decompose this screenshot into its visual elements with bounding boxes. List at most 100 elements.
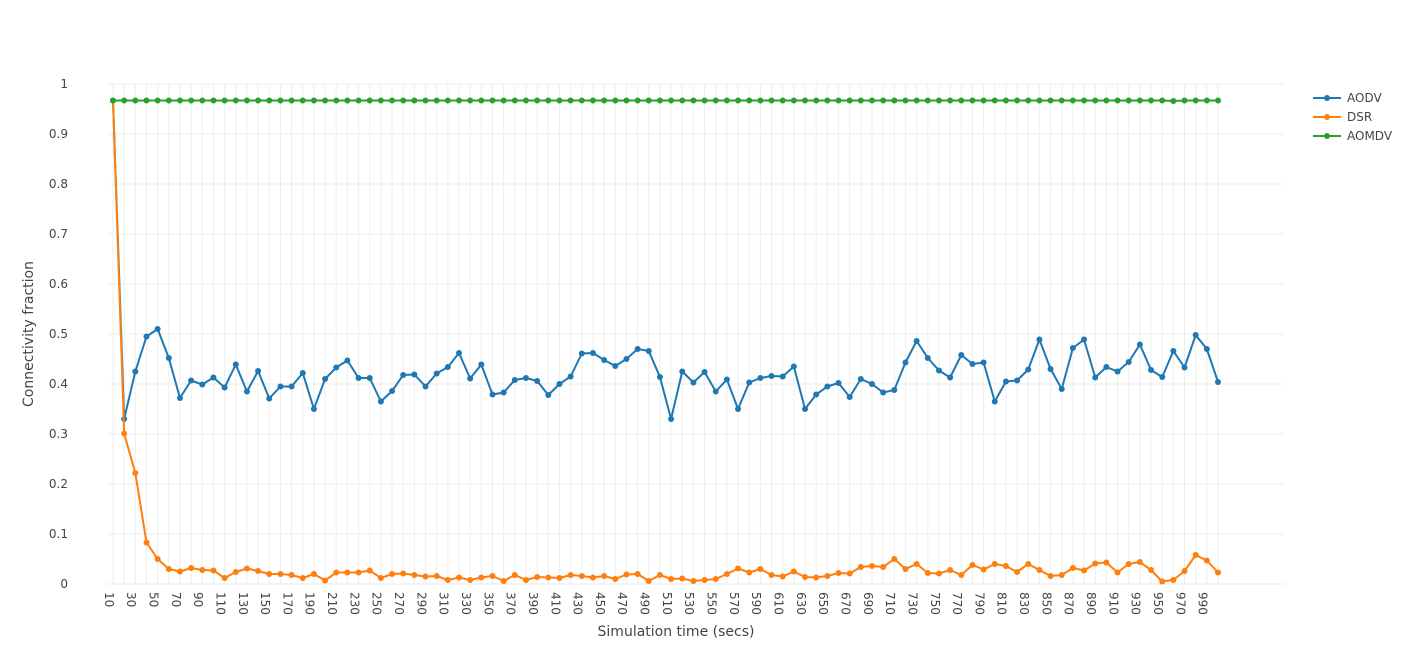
data-point-aomdv xyxy=(199,97,206,104)
data-point-dsr xyxy=(1114,569,1121,576)
legend-item-aomdv[interactable]: AOMDV xyxy=(1313,129,1393,143)
data-point-aodv xyxy=(578,350,585,357)
data-point-aodv xyxy=(589,350,596,356)
x-tick-label: 570 xyxy=(727,592,741,615)
data-point-dsr xyxy=(567,572,574,578)
data-point-aodv xyxy=(255,368,262,374)
y-tick-label: 0.8 xyxy=(49,177,68,191)
data-point-dsr xyxy=(768,572,775,578)
data-point-aodv xyxy=(947,374,954,381)
data-point-dsr xyxy=(980,566,987,573)
data-point-dsr xyxy=(735,565,742,572)
data-point-dsr xyxy=(1025,561,1032,567)
legend-label: DSR xyxy=(1347,110,1372,124)
data-point-aodv xyxy=(221,384,228,391)
data-point-aodv xyxy=(701,369,708,375)
data-point-aomdv xyxy=(310,97,317,104)
data-point-aomdv xyxy=(1014,97,1021,104)
x-tick-label: 370 xyxy=(504,592,518,615)
data-point-aomdv xyxy=(623,97,630,104)
data-point-dsr xyxy=(1014,569,1021,575)
data-point-aodv xyxy=(1192,332,1199,338)
data-point-aodv xyxy=(656,374,663,380)
data-point-dsr xyxy=(1170,577,1177,583)
data-point-aomdv xyxy=(1002,97,1009,104)
data-point-aodv xyxy=(1215,379,1221,385)
x-tick-label: 490 xyxy=(638,592,652,615)
data-point-dsr xyxy=(1136,559,1143,565)
legend-item-dsr[interactable]: DSR xyxy=(1313,110,1372,124)
data-point-aomdv xyxy=(723,97,730,104)
data-point-aodv xyxy=(668,416,675,422)
data-point-aomdv xyxy=(902,97,909,104)
data-point-aomdv xyxy=(1215,97,1221,104)
data-point-aodv xyxy=(813,391,820,398)
data-point-dsr xyxy=(266,571,273,577)
data-point-aomdv xyxy=(456,97,463,104)
data-point-aodv xyxy=(310,406,317,412)
data-point-aodv xyxy=(935,367,942,374)
data-point-aodv xyxy=(712,388,719,395)
data-point-aomdv xyxy=(366,97,373,104)
y-tick-label: 0.7 xyxy=(49,227,68,241)
data-point-aomdv xyxy=(802,97,809,104)
y-tick-label: 0.6 xyxy=(49,277,68,291)
data-point-dsr xyxy=(1181,568,1188,574)
data-point-aomdv xyxy=(868,97,875,104)
x-tick-label: 870 xyxy=(1062,592,1076,615)
data-point-dsr xyxy=(1125,561,1132,567)
x-tick-label: 770 xyxy=(950,592,964,615)
data-point-dsr xyxy=(310,571,317,577)
data-point-aomdv xyxy=(891,97,898,104)
data-point-dsr xyxy=(701,577,708,583)
data-point-aodv xyxy=(1114,368,1121,375)
data-point-aodv xyxy=(366,375,373,381)
data-point-aomdv xyxy=(1025,97,1032,104)
x-tick-label: 130 xyxy=(236,592,250,615)
data-point-aomdv xyxy=(1170,98,1177,104)
data-point-aodv xyxy=(891,387,898,393)
series-aodv xyxy=(110,97,1221,422)
x-tick-label: 430 xyxy=(571,592,585,615)
data-point-aodv xyxy=(132,368,139,375)
data-point-dsr xyxy=(1159,578,1166,585)
data-point-aodv xyxy=(489,391,496,398)
data-point-dsr xyxy=(422,573,429,580)
y-tick-label: 0.9 xyxy=(49,127,68,141)
x-tick-label: 330 xyxy=(459,592,473,615)
data-point-aodv xyxy=(634,346,641,352)
data-point-dsr xyxy=(1002,563,1009,569)
data-point-dsr xyxy=(1069,565,1076,571)
data-point-aomdv xyxy=(489,97,496,104)
data-point-dsr xyxy=(210,567,217,574)
data-point-dsr xyxy=(589,574,596,581)
data-point-aomdv xyxy=(846,97,853,104)
data-point-dsr xyxy=(377,575,384,581)
x-tick-label: 170 xyxy=(280,592,294,615)
data-point-aodv xyxy=(511,377,518,383)
data-point-aomdv xyxy=(668,97,675,104)
legend-label: AOMDV xyxy=(1347,129,1393,143)
data-point-aodv xyxy=(868,381,875,387)
data-point-dsr xyxy=(1215,569,1221,576)
y-axis-title: Connectivity fraction xyxy=(21,261,37,407)
data-point-aodv xyxy=(1047,366,1054,372)
x-tick-label: 910 xyxy=(1106,592,1120,615)
data-point-dsr xyxy=(824,573,831,579)
data-point-dsr xyxy=(913,561,920,567)
data-point-aomdv xyxy=(355,97,362,104)
data-point-dsr xyxy=(857,564,864,570)
data-point-aomdv xyxy=(913,97,920,104)
legend-label: AODV xyxy=(1347,91,1382,105)
data-point-dsr xyxy=(790,568,797,575)
data-point-aodv xyxy=(288,383,295,390)
data-point-aomdv xyxy=(545,97,552,104)
data-point-aomdv xyxy=(132,97,139,104)
legend-item-aodv[interactable]: AODV xyxy=(1313,91,1382,105)
data-point-aomdv xyxy=(612,97,619,104)
x-tick-label: 290 xyxy=(414,592,428,615)
data-point-dsr xyxy=(902,566,909,572)
data-point-aodv xyxy=(802,406,809,412)
data-point-dsr xyxy=(132,470,139,476)
x-tick-label: 310 xyxy=(437,592,451,615)
